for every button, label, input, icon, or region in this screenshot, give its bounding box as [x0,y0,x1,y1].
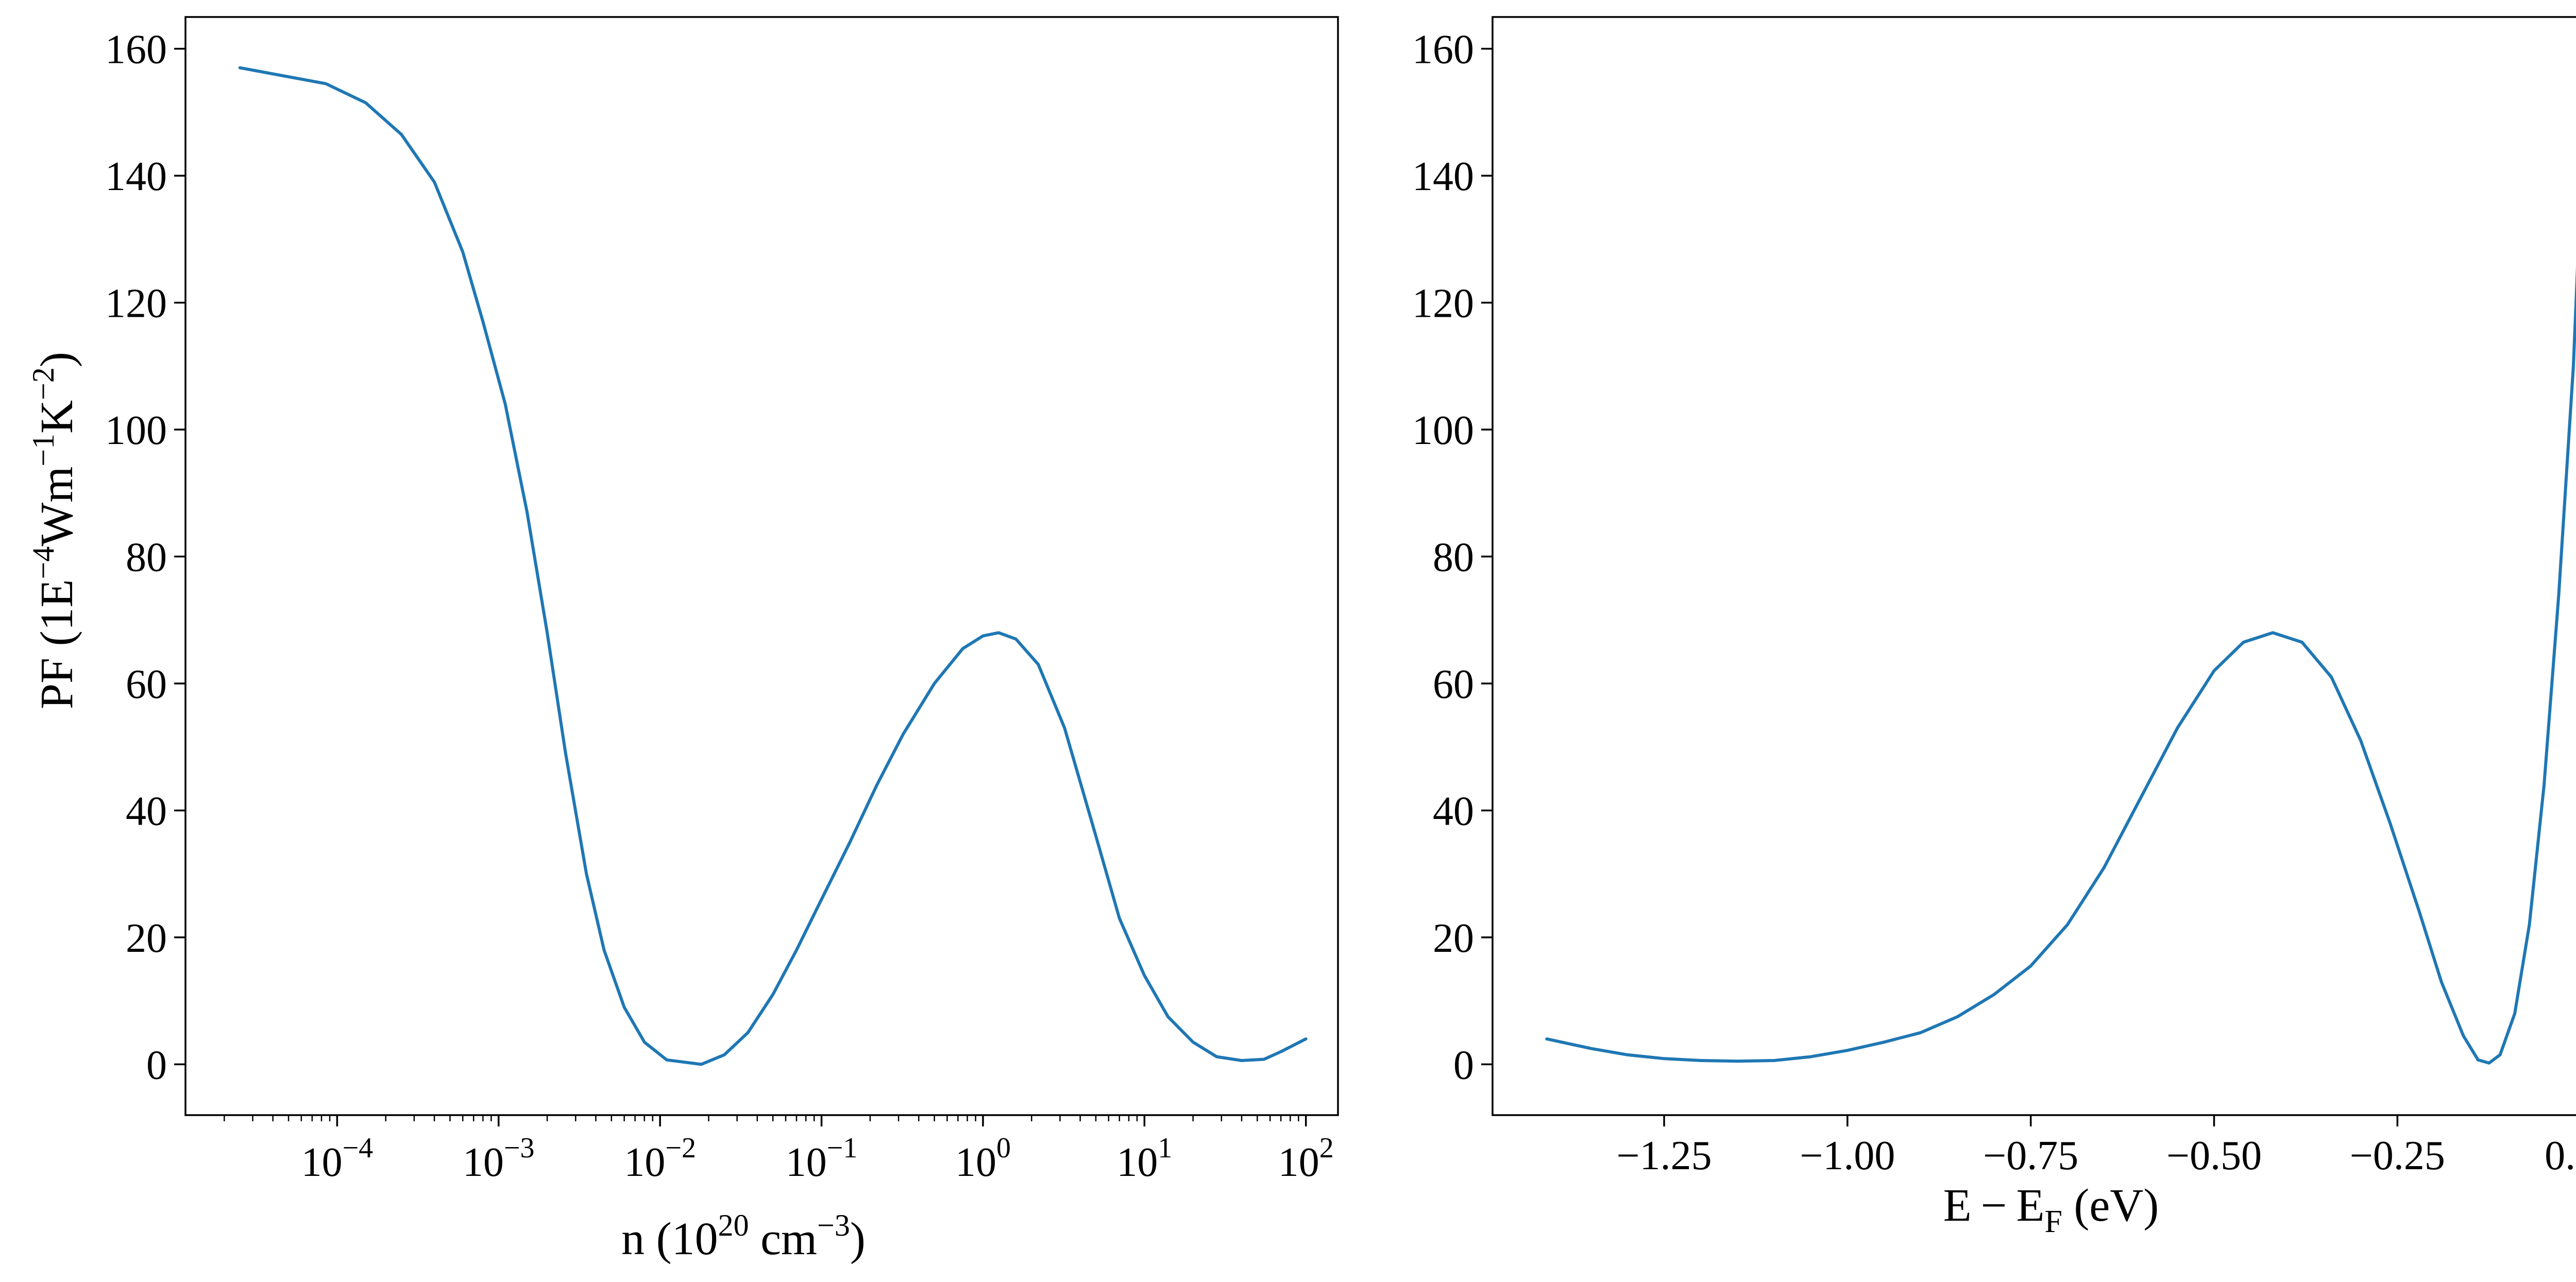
right-y-tick-label: 100 [1412,408,1474,453]
right-axis-ticks: 0 20 40 60 80 100 120 140 160 −1.25 −1.00 −0.75 −0.5… [1412,27,2576,1178]
right-series-line [1545,266,2576,1065]
right-series-layer [1545,266,2576,1065]
right-y-tick-label: 0 [1453,1042,1474,1088]
left-x-tick-label: 102 [1278,1132,1334,1185]
left-y-tick-label: 40 [126,789,167,834]
right-plot-frame [1492,16,2576,1116]
left-x-tick-label: 101 [1116,1132,1172,1185]
right-x-tick-label: −1.00 [1800,1133,1895,1178]
right-y-tick-label: 160 [1412,27,1474,73]
right-y-tick-label: 40 [1433,789,1474,834]
left-y-axis-title: PF (1E−4Wm−1K−2) [26,352,82,709]
right-chart-panel: 0 20 40 60 80 100 120 140 160 −1.25 −1.00 −0.75 −0.5… [1412,16,2576,1239]
right-x-axis-title: E − EF (eV) [1943,1180,2159,1239]
left-y-tick-label: 140 [105,154,167,199]
left-x-tick-label: 10−2 [624,1132,696,1185]
right-x-tick-label: −0.75 [1983,1133,2078,1178]
right-y-tick-label: 140 [1412,154,1474,199]
left-x-tick-label: 10−4 [301,1132,374,1185]
right-x-tick-label: 0.00 [2545,1133,2576,1178]
left-x-tick-label: 10−1 [786,1132,858,1185]
left-chart-panel: 0 20 40 60 80 100 120 140 160 10−4 10−3 10−2 10−1 100… [26,16,1339,1264]
right-y-tick-label: 80 [1433,535,1474,580]
left-y-tick-label: 80 [126,535,167,580]
left-y-tick-label: 20 [126,916,167,961]
left-x-axis-title: n (1020 cm−3) [621,1208,866,1264]
left-y-tick-label: 120 [105,281,167,327]
left-y-tick-label: 100 [105,408,167,453]
right-x-tick-label: −0.25 [2350,1133,2445,1178]
left-y-tick-label: 160 [105,27,167,73]
left-axis-ticks: 0 20 40 60 80 100 120 140 160 10−4 10−3 10−2 10−1 100… [105,27,1334,1185]
left-x-tick-label: 100 [955,1132,1011,1185]
right-y-tick-label: 20 [1433,916,1474,961]
left-series-line [238,66,1308,1066]
right-x-tick-label: −1.25 [1616,1133,1711,1178]
right-x-tick-label: −0.50 [2166,1133,2262,1178]
left-x-tick-label: 10−3 [463,1132,535,1185]
right-y-tick-label: 60 [1433,662,1474,707]
right-y-tick-label: 120 [1412,281,1474,327]
left-y-tick-label: 0 [146,1042,167,1088]
left-y-tick-label: 60 [126,662,167,707]
left-series-layer [238,66,1308,1066]
left-plot-frame [184,16,1339,1116]
